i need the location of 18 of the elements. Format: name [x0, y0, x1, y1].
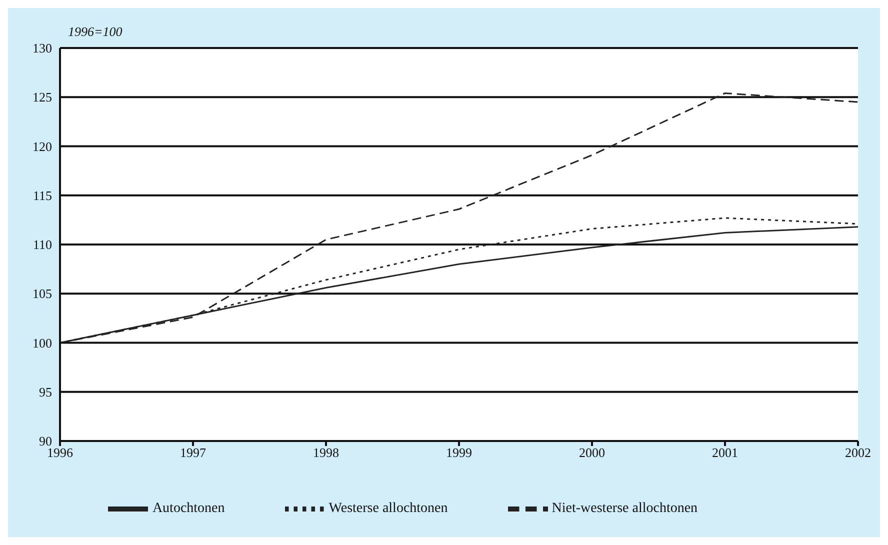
y-axis-title: 1996=100 [68, 24, 122, 40]
x-tick-label: 1998 [313, 445, 339, 460]
legend-label: Niet-westerse allochtonen [552, 501, 698, 516]
x-tick-label: 1997 [180, 445, 206, 460]
y-tick-label: 130 [32, 40, 52, 56]
x-tick-label: 2000 [579, 445, 605, 460]
y-tick-label: 125 [32, 90, 52, 105]
y-tick-label: 95 [39, 384, 52, 400]
y-tick-label: 115 [32, 188, 52, 203]
y-tick-label: 100 [32, 335, 52, 350]
x-tick-label: 1999 [446, 445, 472, 460]
legend-label: Autochtonen [152, 501, 225, 516]
x-tick-label: 2001 [712, 445, 738, 460]
legend-label: Westerse allochtonen [328, 501, 448, 516]
y-tick-label: 120 [32, 138, 52, 154]
y-tick-label: 110 [32, 237, 52, 252]
y-tick-label: 105 [32, 286, 52, 302]
x-tick-label: 2002 [845, 445, 871, 460]
